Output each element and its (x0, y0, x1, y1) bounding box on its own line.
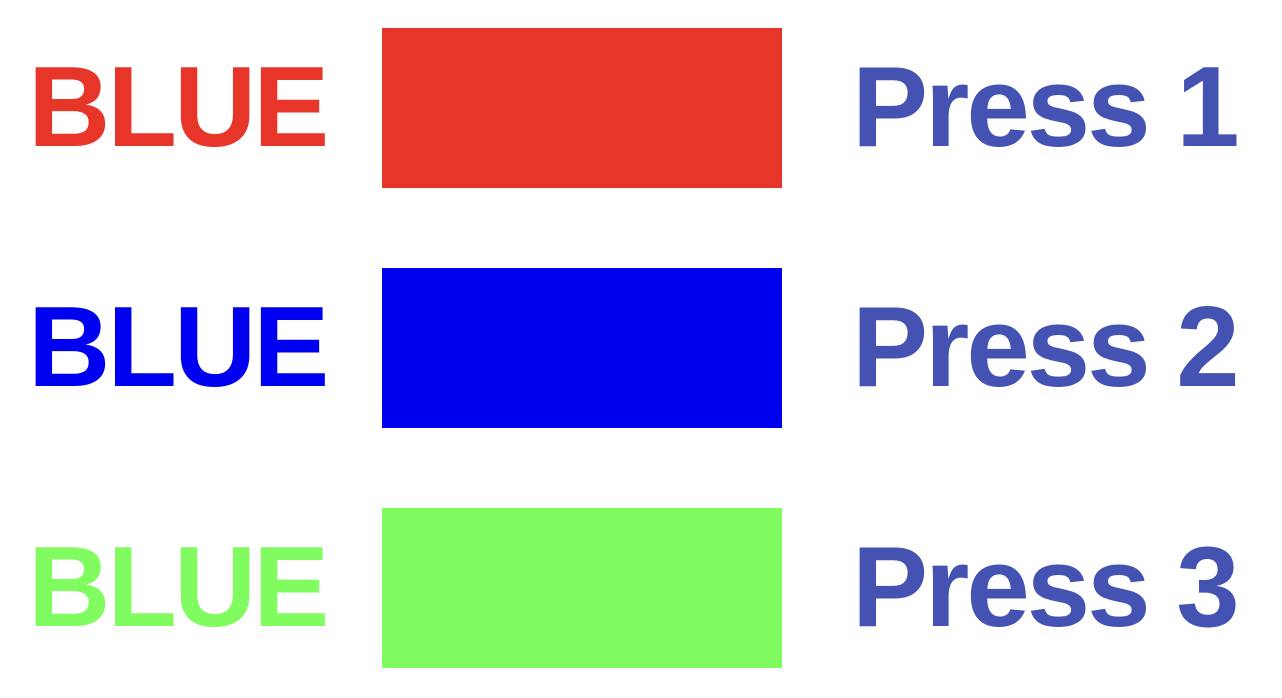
press-1-label[interactable]: Press 1 (852, 44, 1240, 171)
color-option-row-2: BLUE Press 2 (0, 268, 1282, 428)
color-swatch (382, 268, 782, 428)
press-3-label[interactable]: Press 3 (852, 524, 1240, 651)
color-word: BLUE (28, 44, 329, 171)
color-swatch (382, 508, 782, 668)
color-option-row-1: BLUE Press 1 (0, 28, 1282, 188)
color-word: BLUE (28, 284, 329, 411)
color-word: BLUE (28, 524, 329, 651)
press-2-label[interactable]: Press 2 (852, 284, 1240, 411)
color-option-row-3: BLUE Press 3 (0, 508, 1282, 668)
color-swatch (382, 28, 782, 188)
